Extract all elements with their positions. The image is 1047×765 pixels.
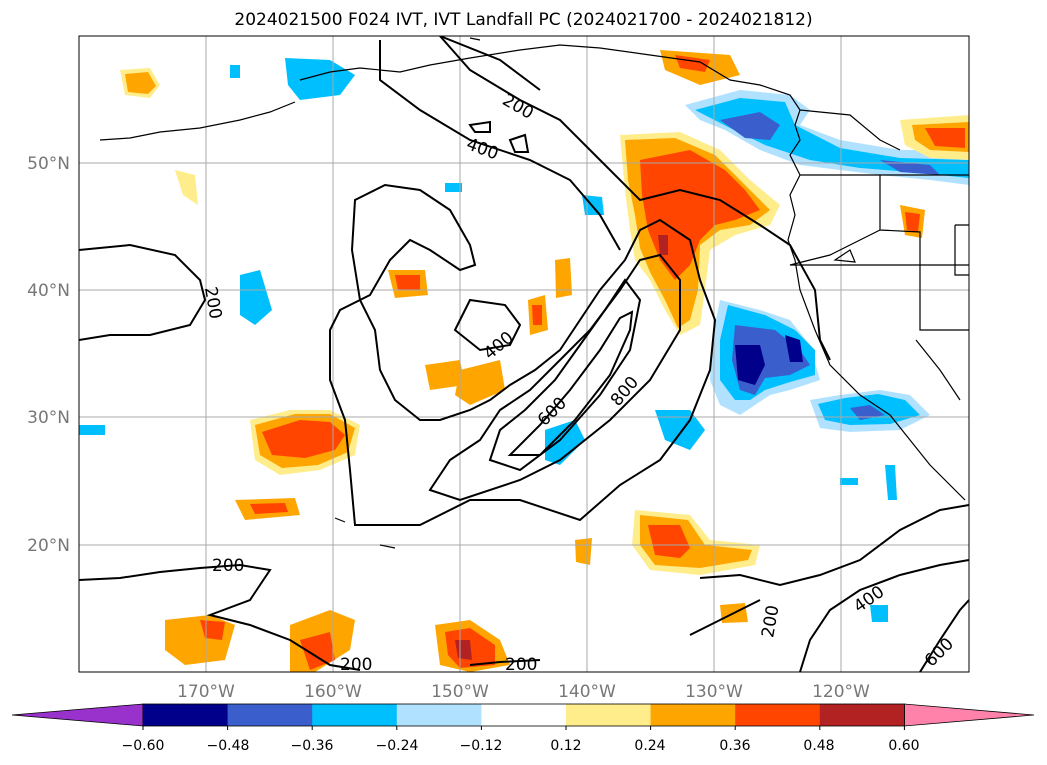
lon-label-150w: 150°W [431, 682, 489, 702]
colorbar-segment [312, 704, 398, 726]
contour-label-200-south-b: 200 [505, 655, 537, 675]
colorbar-tick: −0.24 [376, 738, 419, 754]
map-frame [78, 35, 970, 673]
lat-label-50n: 50°N [27, 154, 70, 174]
lat-label-40n: 40°N [27, 281, 70, 301]
colorbar-segment [819, 704, 905, 726]
contour-label-200-north: 200 [499, 90, 537, 124]
longitude-labels: 170°W 160°W 150°W 140°W 130°W 120°W [177, 682, 870, 702]
lon-label-120w: 120°W [812, 682, 870, 702]
colorbar-segment [735, 704, 821, 726]
colorbar-segment [227, 704, 313, 726]
colorbar-tick: 0.36 [719, 738, 750, 754]
colorbar-extend-high [904, 703, 1035, 727]
latitude-labels: 50°N 40°N 30°N 20°N [27, 154, 70, 556]
graticule [79, 36, 969, 672]
colorbar-segment [396, 704, 482, 726]
ivt-anomaly-fill [79, 50, 969, 672]
colorbar-tick: 0.60 [888, 738, 919, 754]
colorbar-segment [143, 704, 229, 726]
ivt-contours [79, 36, 969, 672]
contour-label-200-southeast: 200 [758, 604, 783, 639]
colorbar-tick: 0.48 [803, 738, 834, 754]
colorbar-segment [481, 704, 567, 726]
contour-label-200-west: 200 [200, 285, 225, 320]
colorbar-tick: 0.24 [634, 738, 665, 754]
contour-labels: 200 400 200 400 600 800 200 200 200 200 … [200, 90, 958, 675]
colorbar-tick: −0.60 [122, 738, 165, 754]
colorbar [11, 703, 1035, 730]
colorbar-tick-labels: −0.60 −0.48 −0.36 −0.24 −0.12 0.12 0.24 … [122, 738, 920, 754]
contour-label-200-south-a: 200 [340, 655, 372, 675]
colorbar-tick: 0.12 [550, 738, 581, 754]
contour-label-200-southwest: 200 [212, 556, 244, 576]
map-title: 2024021500 F024 IVT, IVT Landfall PC (20… [234, 10, 813, 30]
contour-label-400-north: 400 [464, 134, 501, 164]
lon-label-170w: 170°W [177, 682, 235, 702]
lat-label-20n: 20°N [27, 536, 70, 556]
lat-label-30n: 30°N [27, 408, 70, 428]
contour-label-400-center: 400 [480, 328, 518, 364]
colorbar-segment [566, 704, 652, 726]
lon-label-140w: 140°W [558, 682, 616, 702]
lon-label-160w: 160°W [304, 682, 362, 702]
coastlines [99, 37, 969, 549]
colorbar-segment [650, 704, 736, 726]
colorbar-extend-low [11, 703, 144, 727]
colorbar-frame [142, 703, 905, 727]
colorbar-tick: −0.12 [460, 738, 503, 754]
colorbar-tick: −0.36 [291, 738, 334, 754]
colorbar-tick: −0.48 [207, 738, 250, 754]
lon-label-130w: 130°W [685, 682, 743, 702]
contour-label-600-southeast: 600 [921, 634, 958, 671]
